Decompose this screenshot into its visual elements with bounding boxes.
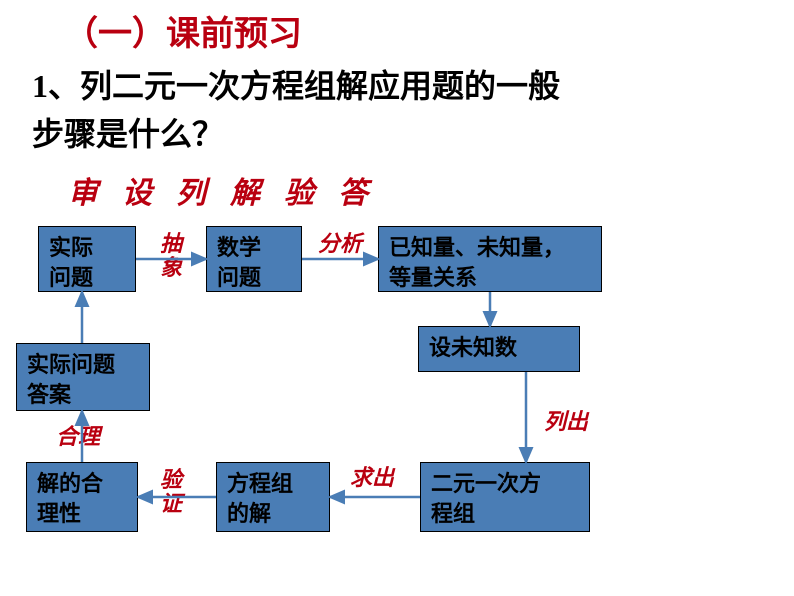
section-title: （一）课前预习	[64, 6, 302, 55]
step-4: 解	[230, 168, 260, 212]
node-real-answer: 实际问题答案	[16, 343, 150, 411]
edge-label-abstract: 抽象	[160, 232, 182, 280]
question-line1: 1、列二元一次方程组解应用题的一般	[32, 68, 560, 104]
node-set-unknowns: 设未知数	[418, 326, 580, 372]
edge-label-reason: 合理	[56, 425, 100, 449]
step-3: 列	[176, 168, 206, 212]
step-2: 设	[122, 168, 152, 212]
node-quantities: 已知量、未知量，等量关系	[378, 226, 602, 292]
question-line2: 步骤是什么？	[32, 116, 224, 152]
node-math-problem: 数学问题	[206, 226, 302, 292]
steps-row: 审 设 列 解 验 答	[68, 168, 368, 212]
node-solution: 方程组的解	[216, 462, 330, 532]
step-6: 答	[338, 168, 368, 212]
node-real-problem: 实际问题	[38, 226, 136, 292]
question-text: 1、列二元一次方程组解应用题的一般 步骤是什么？	[32, 62, 560, 158]
node-reasonableness: 解的合理性	[26, 462, 138, 532]
step-1: 审	[68, 168, 98, 212]
edge-label-solve: 求出	[350, 466, 394, 490]
edge-label-verify: 验证	[160, 468, 182, 516]
edge-label-analyze: 分析	[318, 232, 362, 256]
node-equation-system: 二元一次方程组	[420, 462, 590, 532]
step-5: 验	[284, 168, 314, 212]
edge-label-list: 列出	[544, 410, 588, 434]
